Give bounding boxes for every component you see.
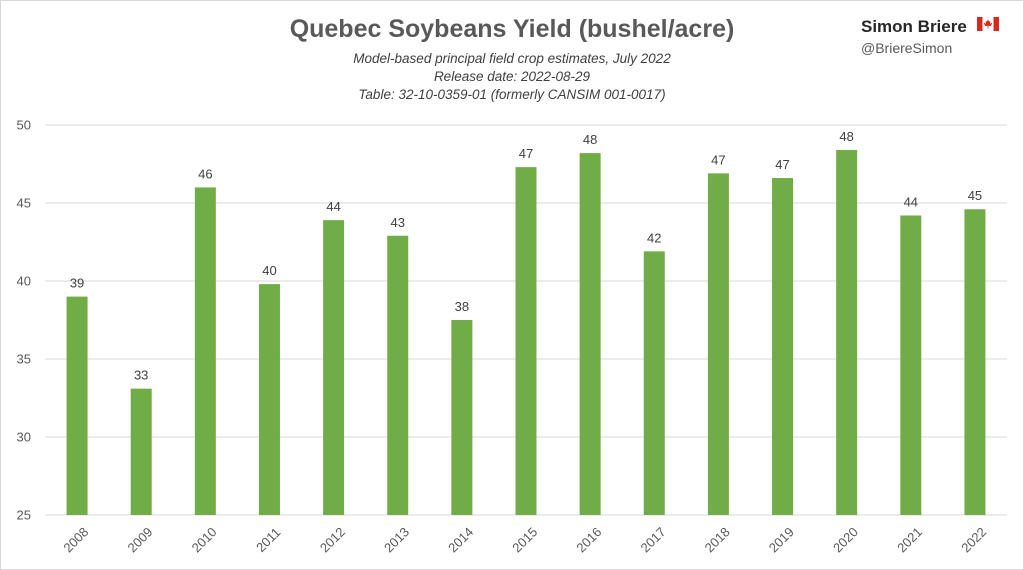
bar-2017 bbox=[643, 251, 665, 516]
data-label-2011: 40 bbox=[262, 263, 276, 278]
data-label-2009: 33 bbox=[134, 368, 148, 383]
bar-2008 bbox=[66, 296, 88, 515]
bar-2020 bbox=[836, 149, 858, 515]
data-label-2010: 46 bbox=[198, 166, 212, 181]
x-tick-label-2011: 2011 bbox=[253, 525, 283, 555]
y-tick-label: 50 bbox=[17, 118, 31, 133]
bar-2012 bbox=[323, 220, 345, 515]
data-label-2015: 47 bbox=[519, 146, 533, 161]
y-axis-tick-labels: 25 30 35 40 45 50 bbox=[17, 118, 31, 523]
data-label-2019: 47 bbox=[775, 157, 789, 172]
y-tick-label: 45 bbox=[17, 196, 31, 211]
bar-data-labels: 39 33 46 40 44 43 38 47 48 42 47 47 48 44 45 bbox=[70, 129, 982, 383]
bar-2018 bbox=[707, 173, 729, 516]
chart-subtitle-estimates: Model-based principal field crop estimat… bbox=[353, 51, 671, 66]
x-tick-label-2015: 2015 bbox=[509, 524, 540, 555]
data-label-2022: 45 bbox=[968, 188, 982, 203]
data-label-2016: 48 bbox=[583, 132, 597, 147]
chart-subtitle-table: Table: 32-10-0359-01 (formerly CANSIM 00… bbox=[358, 87, 666, 102]
data-label-2018: 47 bbox=[711, 152, 725, 167]
x-tick-label-2019: 2019 bbox=[766, 524, 797, 555]
x-tick-label-2008: 2008 bbox=[60, 524, 91, 555]
bar-2009 bbox=[130, 388, 152, 515]
x-tick-label-2013: 2013 bbox=[381, 524, 412, 555]
x-tick-label-2021: 2021 bbox=[894, 524, 925, 555]
bar-2016 bbox=[579, 153, 601, 515]
brand-handle: @BriereSimon bbox=[861, 40, 953, 56]
x-tick-label-2009: 2009 bbox=[124, 524, 155, 555]
y-tick-label: 30 bbox=[17, 430, 31, 445]
x-tick-label-2010: 2010 bbox=[189, 524, 220, 555]
bar-2013 bbox=[387, 235, 409, 515]
data-label-2012: 44 bbox=[326, 199, 340, 214]
bar-2022 bbox=[964, 209, 986, 516]
data-label-2013: 43 bbox=[390, 215, 404, 230]
y-tick-label: 40 bbox=[17, 274, 31, 289]
bar-2014 bbox=[451, 320, 473, 515]
x-tick-label-2018: 2018 bbox=[702, 524, 733, 555]
x-tick-label-2014: 2014 bbox=[445, 524, 476, 555]
data-label-2008: 39 bbox=[70, 276, 84, 291]
x-tick-label-2017: 2017 bbox=[638, 524, 669, 555]
x-tick-label-2022: 2022 bbox=[958, 524, 989, 555]
y-tick-label: 35 bbox=[17, 352, 31, 367]
data-label-2014: 38 bbox=[455, 299, 469, 314]
data-label-2017: 42 bbox=[647, 230, 661, 245]
bar-2011 bbox=[258, 284, 280, 515]
canada-flag-icon bbox=[977, 17, 999, 31]
x-tick-label-2012: 2012 bbox=[317, 524, 348, 555]
bar-2021 bbox=[900, 215, 922, 516]
x-tick-label-2016: 2016 bbox=[573, 524, 604, 555]
data-label-2020: 48 bbox=[839, 129, 853, 144]
bars bbox=[66, 149, 986, 516]
brand-name: Simon Briere bbox=[861, 17, 967, 36]
x-axis-tick-labels: 2008 2009 2010 2011 2012 2013 2014 2015 2016 2017… bbox=[60, 524, 989, 555]
bar-2010 bbox=[194, 187, 216, 515]
bar-2019 bbox=[772, 178, 794, 516]
x-tick-label-2020: 2020 bbox=[830, 524, 861, 555]
chart-subtitle-release-date: Release date: 2022-08-29 bbox=[433, 69, 591, 84]
y-tick-label: 25 bbox=[17, 508, 31, 523]
bar-2015 bbox=[515, 167, 537, 515]
chart-title: Quebec Soybeans Yield (bushel/acre) bbox=[289, 15, 735, 43]
data-label-2021: 44 bbox=[904, 194, 918, 209]
